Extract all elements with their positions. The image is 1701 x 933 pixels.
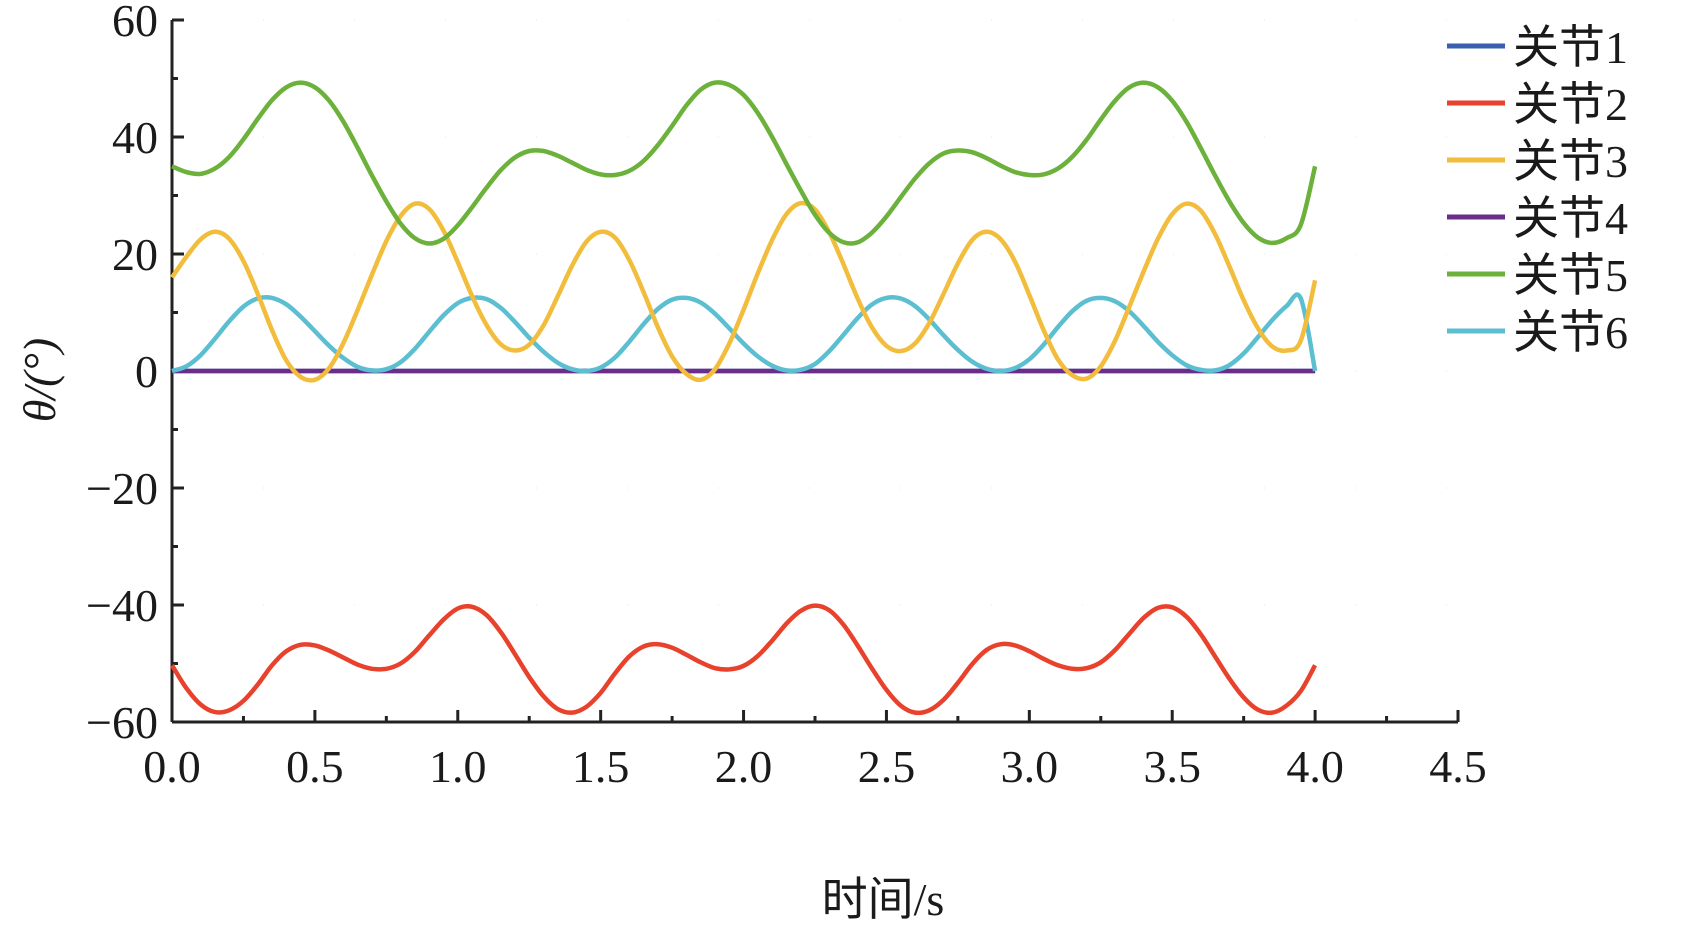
x-tick-label: 3.5	[1143, 741, 1201, 792]
series-line-joint-2	[170, 603, 1318, 716]
x-tick-label: 1.0	[429, 741, 487, 792]
x-tick-label: 0.0	[143, 741, 201, 792]
legend-label: 关节4	[1513, 193, 1628, 244]
y-tick-label: −20	[86, 463, 158, 514]
grid-layer	[172, 19, 1458, 606]
y-tick-label: 20	[112, 229, 158, 280]
x-tick-label: 4.0	[1286, 741, 1344, 792]
series-layer	[170, 80, 1318, 716]
legend-label: 关节3	[1513, 136, 1628, 187]
series-line-joint-3	[170, 200, 1318, 383]
x-tick-label: 3.0	[1001, 741, 1059, 792]
x-tick-label: 2.5	[858, 741, 916, 792]
y-tick-label: −40	[86, 580, 158, 631]
x-tick-label: 1.5	[572, 741, 630, 792]
legend-label: 关节2	[1513, 79, 1628, 130]
y-axis-title: θ/(°)	[14, 338, 65, 422]
y-tick-label: 60	[112, 0, 158, 46]
x-tick-label: 4.5	[1429, 741, 1487, 792]
axes: 0.0 0.5 1.0 1.5 2.0 2.5 3.0 3.5 4.0 4.5 60 40 20 0 −20…	[86, 0, 1487, 792]
legend-label: 关节6	[1513, 307, 1628, 358]
y-tick-label: 0	[135, 346, 158, 397]
x-tick-label: 2.0	[715, 741, 773, 792]
series-line-joint-5	[171, 80, 1318, 246]
y-tick-label: −60	[86, 697, 158, 748]
legend-label: 关节1	[1513, 22, 1628, 73]
legend: 关节1 关节2 关节3 关节4 关节5 关节6	[1447, 22, 1628, 358]
x-tick-label: 0.5	[286, 741, 344, 792]
x-axis-title: 时间/s	[822, 874, 945, 925]
y-tick-label: 40	[112, 112, 158, 163]
legend-label: 关节5	[1513, 250, 1628, 301]
